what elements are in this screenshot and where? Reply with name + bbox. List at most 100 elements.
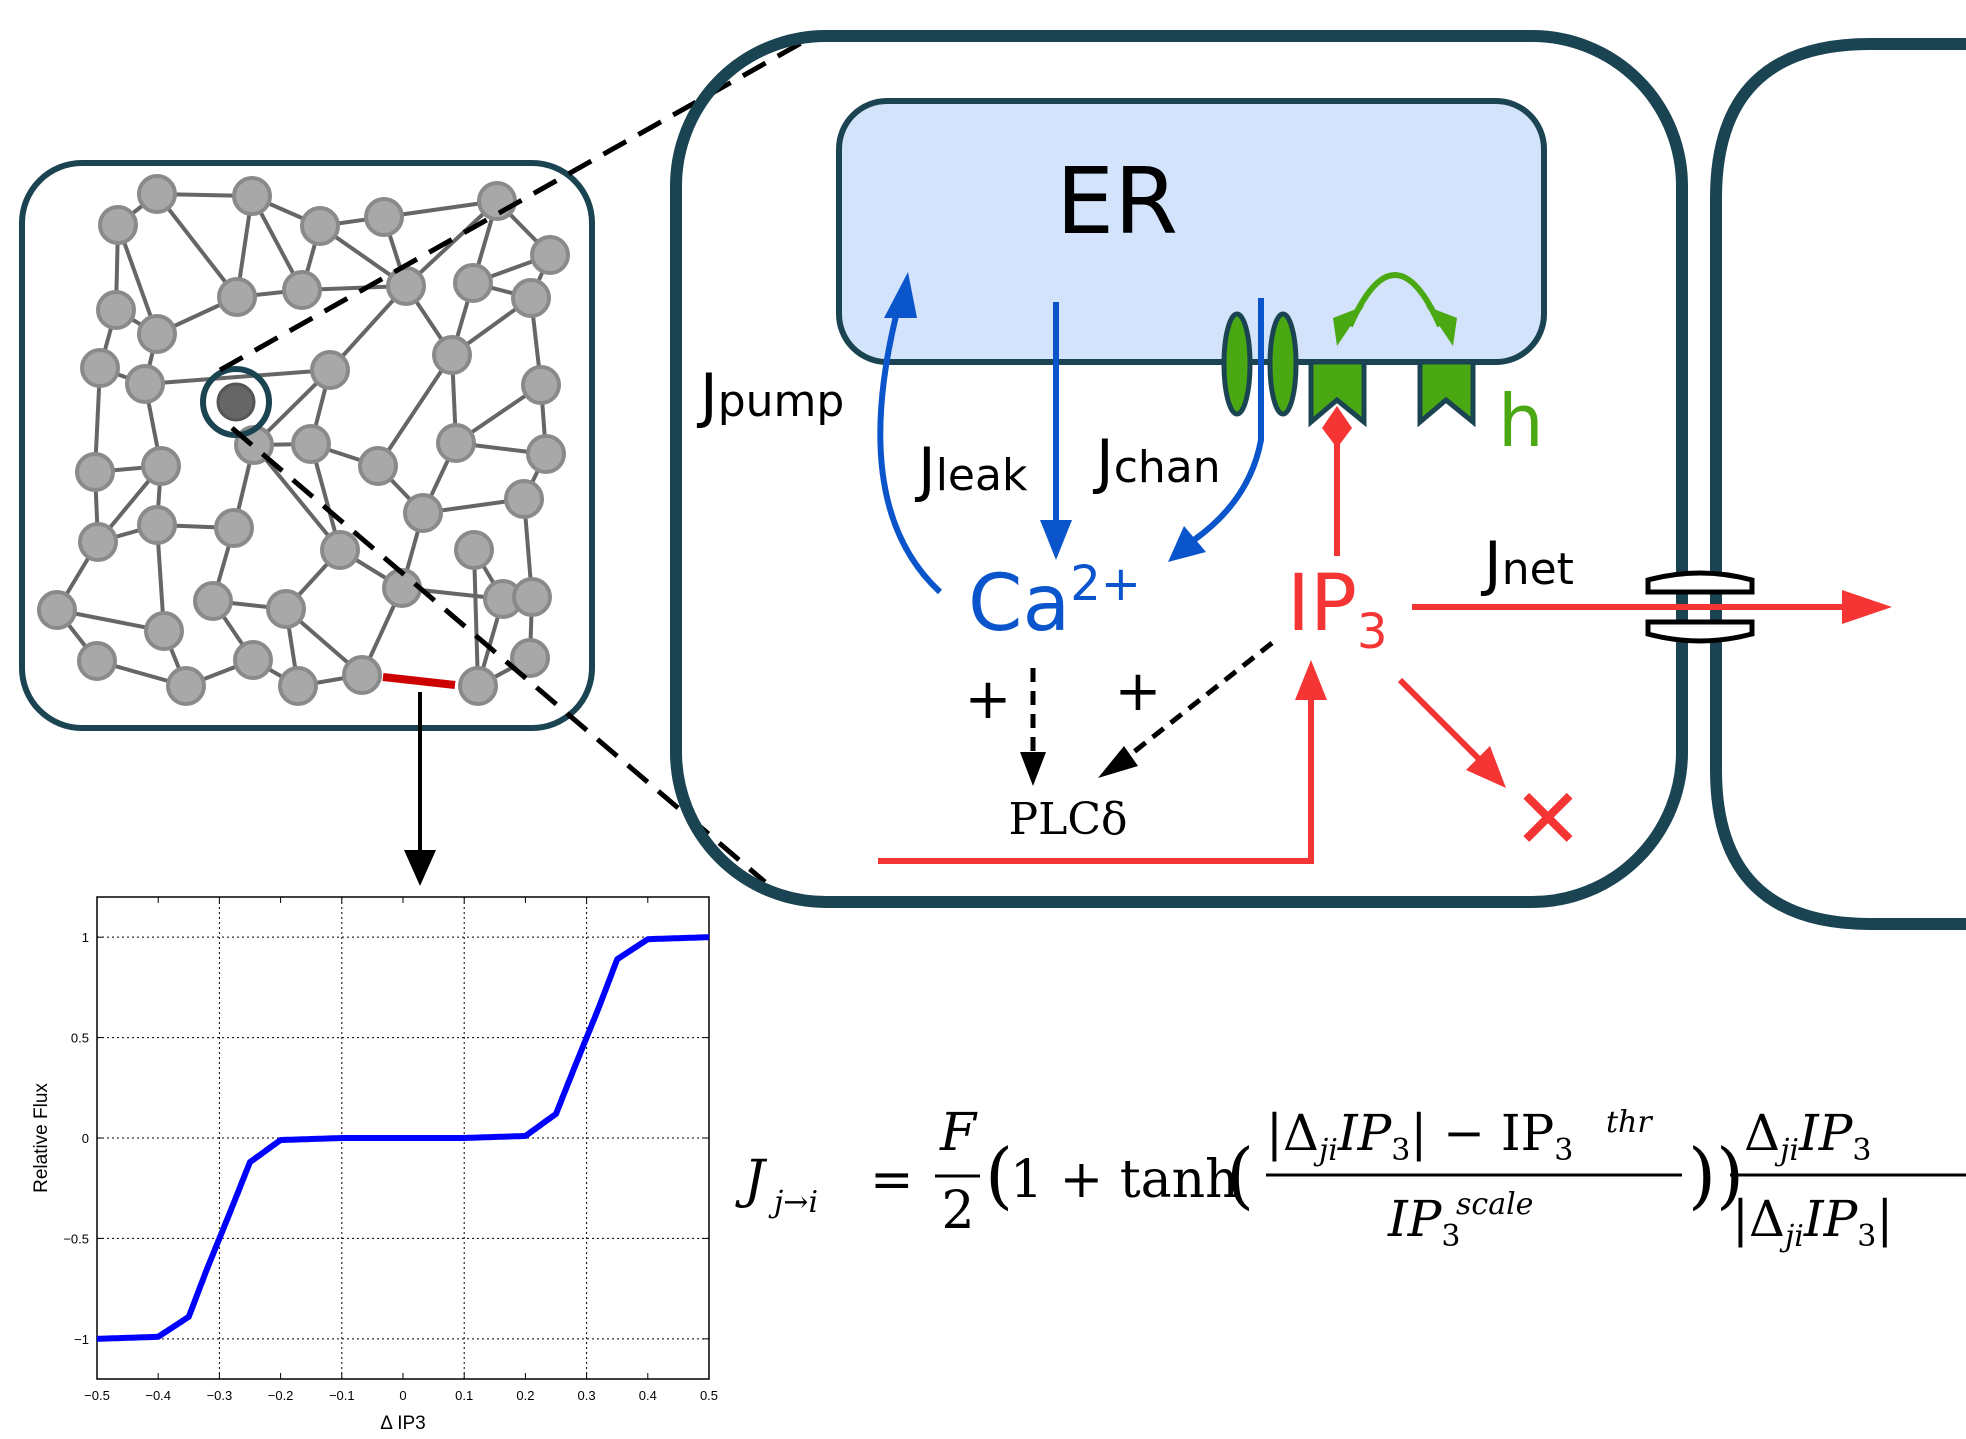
network-node [521, 365, 561, 405]
network-node [137, 505, 177, 545]
ip3-activation-link [1322, 406, 1352, 556]
network-node [80, 348, 120, 388]
network-node [364, 197, 404, 237]
svg-text:Jnet: Jnet [1480, 529, 1574, 599]
network-node [454, 530, 494, 570]
selected-cell-ring [200, 366, 272, 438]
svg-text:): ) [1688, 1133, 1716, 1217]
x-tick-label: 0.3 [578, 1388, 596, 1403]
svg-text:|ΔjiIP3|: |ΔjiIP3| [1732, 1190, 1893, 1254]
svg-text:1 + tanh: 1 + tanh [1010, 1150, 1239, 1210]
relative-flux-chart: −0.5 −0.4 −0.3 −0.2 −0.1 0 0.1 0.2 0.3 0.4 0.5 1 0.5… [31, 896, 718, 1434]
svg-text:2: 2 [941, 1181, 974, 1241]
j-chan-arrow [1168, 298, 1264, 562]
network-node [320, 530, 360, 570]
selected-cell-node [216, 382, 256, 422]
svg-text:(: ( [1226, 1133, 1254, 1217]
h-label: h [1498, 379, 1544, 463]
calcium-label: Ca2+ [968, 556, 1141, 649]
network-edge [252, 443, 342, 552]
network-node [214, 508, 254, 548]
network-node [504, 479, 544, 519]
svg-text:scale: scale [1456, 1187, 1533, 1222]
y-tick-label: 1 [82, 930, 89, 945]
degradation-mark: ✕ [1513, 770, 1583, 868]
ip3-to-plc-arrow [1098, 641, 1274, 778]
network-node [98, 205, 138, 245]
svg-text:j→i: j→i [768, 1185, 818, 1220]
ca-to-plc-arrow [1020, 668, 1046, 786]
network-node [403, 493, 443, 533]
y-tick-label: 0.5 [71, 1031, 89, 1046]
network-node [78, 522, 118, 562]
x-tick-label: −0.2 [268, 1388, 294, 1403]
x-tick-label: −0.5 [84, 1388, 110, 1403]
flux-curve [95, 934, 711, 1342]
j-net-arrow [1412, 590, 1892, 624]
x-tick-label: −0.1 [329, 1388, 355, 1403]
svg-text:=: = [870, 1150, 914, 1210]
network-node [526, 434, 566, 474]
plus-sign-ip3: + [1115, 659, 1162, 724]
network-node [141, 446, 181, 486]
x-tick-label: −0.3 [207, 1388, 233, 1403]
j-leak-label: Jleak [914, 435, 1028, 505]
network-node [233, 640, 273, 680]
network-node [300, 206, 340, 246]
j-leak-arrow [1040, 302, 1072, 560]
plc-production-arrow [878, 660, 1327, 864]
j-net-label: Jnet [1480, 529, 1574, 599]
svg-text:Ca2+: Ca2+ [968, 556, 1141, 649]
x-axis-label: Δ IP3 [380, 1413, 425, 1434]
network-edge [144, 368, 331, 386]
y-axis-label: Relative Flux [31, 1083, 52, 1193]
gap-junction [1645, 570, 1755, 644]
svg-text:|ΔjiIP3| − IP3: |ΔjiIP3| − IP3 [1266, 1104, 1573, 1168]
svg-text:thr: thr [1606, 1105, 1653, 1140]
network-node [37, 590, 77, 630]
network-edge [404, 199, 499, 288]
ip3-degradation-arrow [1397, 677, 1506, 788]
network-node [530, 235, 570, 275]
svg-text:J: J [735, 1150, 768, 1210]
ip3-label: IP3 [1287, 559, 1388, 660]
svg-text:(: ( [985, 1133, 1013, 1217]
network-node [477, 181, 517, 221]
plus-sign-calcium: + [965, 667, 1012, 732]
network-nodes [37, 174, 570, 706]
network-node [77, 641, 117, 681]
network-node [137, 174, 177, 214]
h-gate-closed [1417, 359, 1476, 428]
x-tick-label: 0.2 [516, 1388, 534, 1403]
network-edge [472, 549, 480, 687]
network-node [166, 666, 206, 706]
svg-text:IP3: IP3 [1287, 559, 1388, 660]
svg-text:Jchan: Jchan [1092, 427, 1221, 497]
edge-to-chart-arrow [404, 692, 436, 886]
neighbor-cell-membrane [1710, 38, 1966, 930]
cell-membrane [670, 30, 1688, 908]
network-node [436, 423, 476, 463]
network-node [512, 577, 552, 617]
network-node [432, 335, 472, 375]
network-node [217, 277, 257, 317]
network-node [310, 350, 350, 390]
network-node [266, 589, 306, 629]
network-node [75, 452, 115, 492]
network-node [291, 424, 331, 464]
x-tick-label: −0.4 [145, 1388, 171, 1403]
x-tick-label: 0.5 [700, 1388, 718, 1403]
network-node [125, 364, 165, 404]
y-tick-label: −1 [74, 1332, 89, 1347]
j-pump-label: Jpump [696, 361, 844, 431]
selected-edge [382, 673, 456, 689]
x-tick-label: 0.1 [455, 1388, 473, 1403]
y-tick-label: 0 [82, 1131, 89, 1146]
svg-text:Jpump: Jpump [696, 361, 844, 431]
network-node [458, 666, 498, 706]
er-label: ER [1056, 148, 1178, 255]
y-tick-label: −0.5 [63, 1231, 89, 1246]
svg-text:ΔjiIP3: ΔjiIP3 [1744, 1104, 1872, 1168]
svg-text:Jleak: Jleak [914, 435, 1028, 505]
j-chan-label: Jchan [1092, 427, 1221, 497]
